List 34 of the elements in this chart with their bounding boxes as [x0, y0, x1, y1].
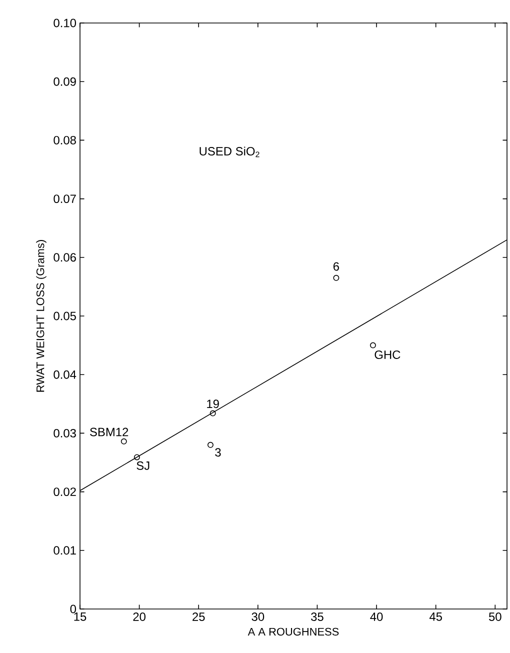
x-tick-label: 45: [429, 612, 442, 621]
x-tick-label: 35: [311, 612, 324, 621]
x-tick-label: 20: [133, 612, 146, 621]
x-tick-label: 15: [74, 612, 86, 621]
x-tick-label: 50: [488, 612, 502, 621]
annotation: 19: [207, 400, 219, 408]
y-tick-label: 0.07: [54, 194, 76, 204]
x-tick-label: 25: [192, 612, 205, 621]
point: [207, 442, 214, 448]
annotation: SJ: [136, 461, 150, 470]
point: [210, 410, 216, 416]
y-tick-label: 0.10: [54, 18, 76, 28]
y-tick-label: 0.01: [54, 546, 76, 555]
y-tick-label: 0: [70, 604, 76, 614]
annotation: SBM12: [90, 428, 128, 436]
point: [333, 274, 340, 281]
annotation: 3: [215, 448, 221, 457]
point: [120, 438, 127, 444]
x-tick-label: 30: [252, 612, 264, 621]
y-tick-label: 0.06: [54, 253, 76, 262]
y-tick-label: 0.05: [54, 312, 76, 320]
y-tick-label: 0.04: [54, 370, 76, 379]
y-axis-title: RWAT WEIGHT LOSS (Grams): [36, 240, 46, 392]
annotation: USED SiO$_{2}$: [200, 146, 260, 158]
annotation: GHC: [374, 350, 400, 359]
x-tick-label: 40: [370, 612, 383, 621]
y-tick-label: 0.09: [54, 77, 76, 86]
y-tick-label: 0.03: [54, 428, 76, 438]
point: [370, 342, 376, 348]
annotation: 6: [333, 262, 340, 271]
y-tick-label: 0.08: [54, 136, 76, 144]
x-axis-title: A A ROUGHNESS: [248, 628, 339, 636]
y-tick-label: 0.02: [54, 488, 76, 496]
point: [134, 454, 140, 460]
